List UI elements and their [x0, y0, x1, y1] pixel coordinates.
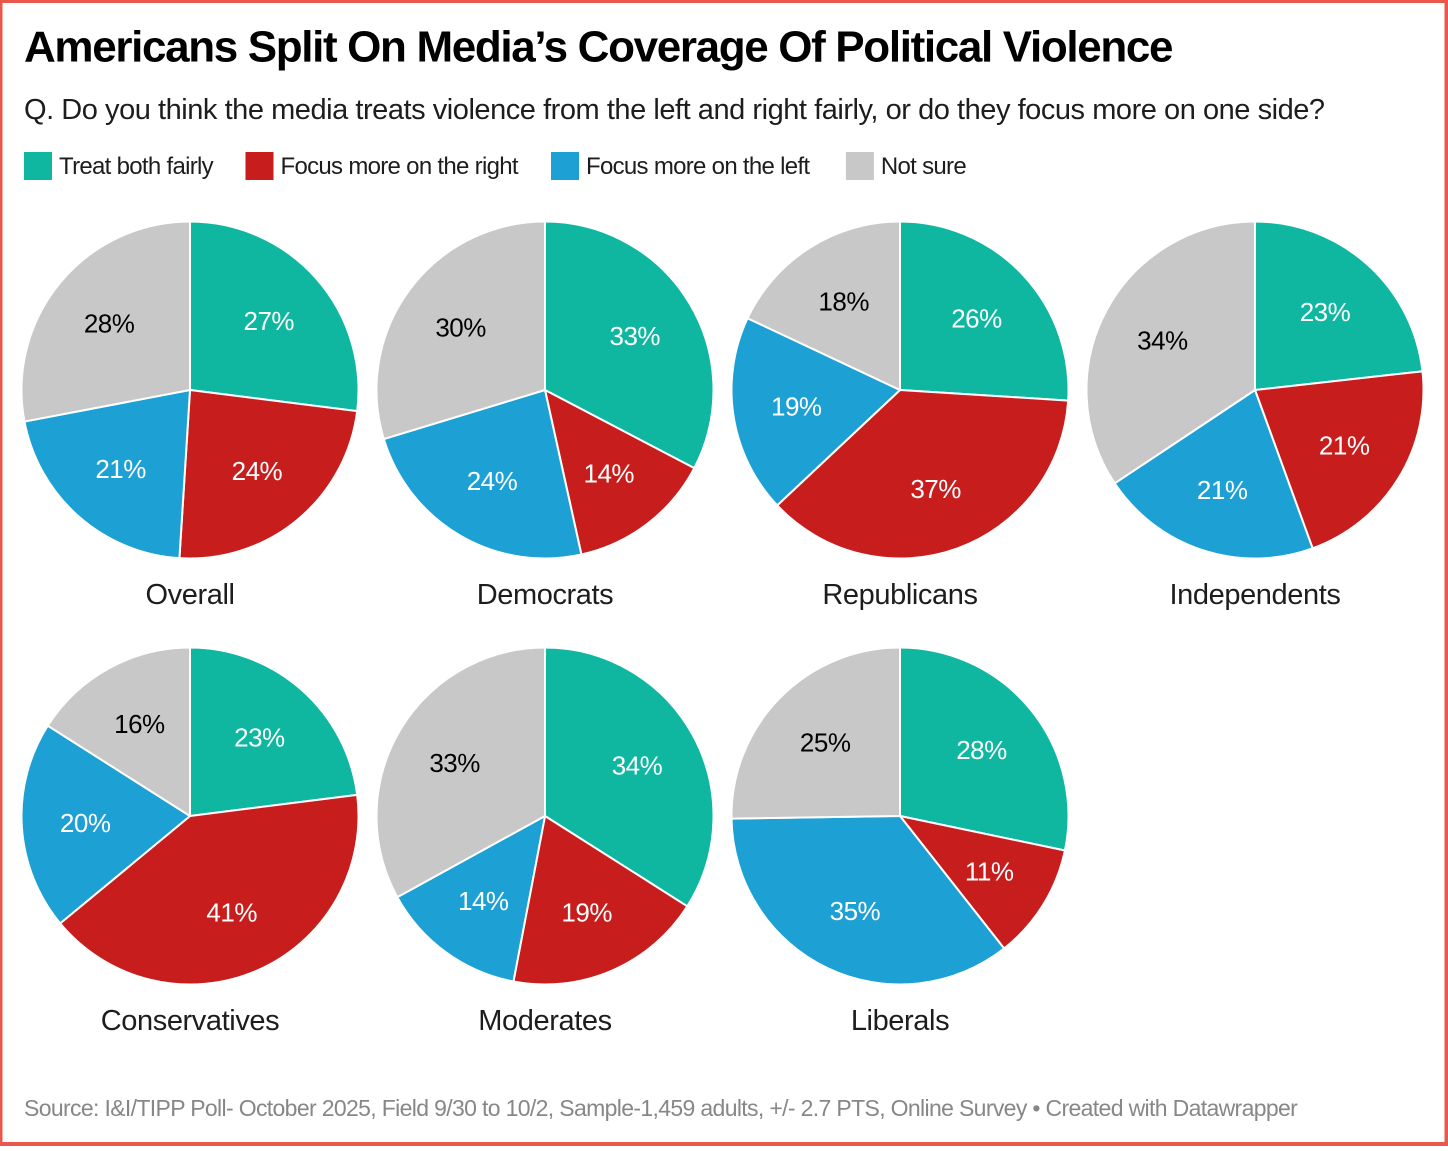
svg-text:Not sure: Not sure: [881, 153, 966, 180]
svg-text:26%: 26%: [951, 303, 1002, 333]
svg-text:16%: 16%: [114, 709, 165, 739]
svg-text:Focus more on the right: Focus more on the right: [281, 153, 519, 180]
svg-text:20%: 20%: [60, 808, 111, 838]
svg-text:19%: 19%: [561, 898, 612, 928]
svg-text:34%: 34%: [1137, 326, 1188, 356]
svg-text:Democrats: Democrats: [477, 579, 614, 611]
svg-text:Republicans: Republicans: [822, 579, 977, 611]
svg-text:11%: 11%: [965, 857, 1014, 887]
svg-text:18%: 18%: [818, 287, 869, 317]
svg-text:30%: 30%: [435, 313, 486, 343]
svg-text:33%: 33%: [429, 748, 480, 778]
svg-text:Focus more on the left: Focus more on the left: [586, 153, 810, 180]
svg-text:Americans Split On Media’s Cov: Americans Split On Media’s Coverage Of P…: [24, 23, 1172, 72]
svg-text:25%: 25%: [800, 728, 851, 758]
svg-text:23%: 23%: [234, 722, 285, 752]
svg-text:Moderates: Moderates: [478, 1005, 611, 1037]
svg-text:27%: 27%: [244, 306, 295, 336]
svg-text:Q. Do you think the media trea: Q. Do you think the media treats violenc…: [24, 94, 1325, 126]
svg-text:21%: 21%: [95, 454, 146, 484]
svg-text:Source: I&I/TIPP Poll- October: Source: I&I/TIPP Poll- October 2025, Fie…: [24, 1095, 1298, 1121]
svg-text:28%: 28%: [84, 308, 135, 338]
svg-text:21%: 21%: [1197, 475, 1248, 505]
svg-text:24%: 24%: [232, 456, 283, 486]
svg-text:33%: 33%: [610, 321, 661, 351]
svg-text:14%: 14%: [458, 886, 509, 916]
svg-text:37%: 37%: [910, 474, 961, 504]
svg-text:28%: 28%: [956, 735, 1007, 765]
svg-text:Overall: Overall: [145, 579, 234, 611]
svg-text:Independents: Independents: [1170, 579, 1341, 611]
svg-text:Liberals: Liberals: [851, 1005, 949, 1037]
svg-text:21%: 21%: [1319, 431, 1370, 461]
svg-text:41%: 41%: [206, 898, 257, 928]
svg-text:23%: 23%: [1300, 297, 1351, 327]
svg-text:34%: 34%: [612, 751, 663, 781]
svg-text:14%: 14%: [584, 459, 635, 489]
svg-text:19%: 19%: [771, 392, 822, 422]
svg-text:Conservatives: Conservatives: [101, 1005, 280, 1037]
svg-text:35%: 35%: [830, 896, 881, 926]
svg-text:24%: 24%: [467, 466, 518, 496]
svg-text:Treat both fairly: Treat both fairly: [59, 153, 214, 180]
